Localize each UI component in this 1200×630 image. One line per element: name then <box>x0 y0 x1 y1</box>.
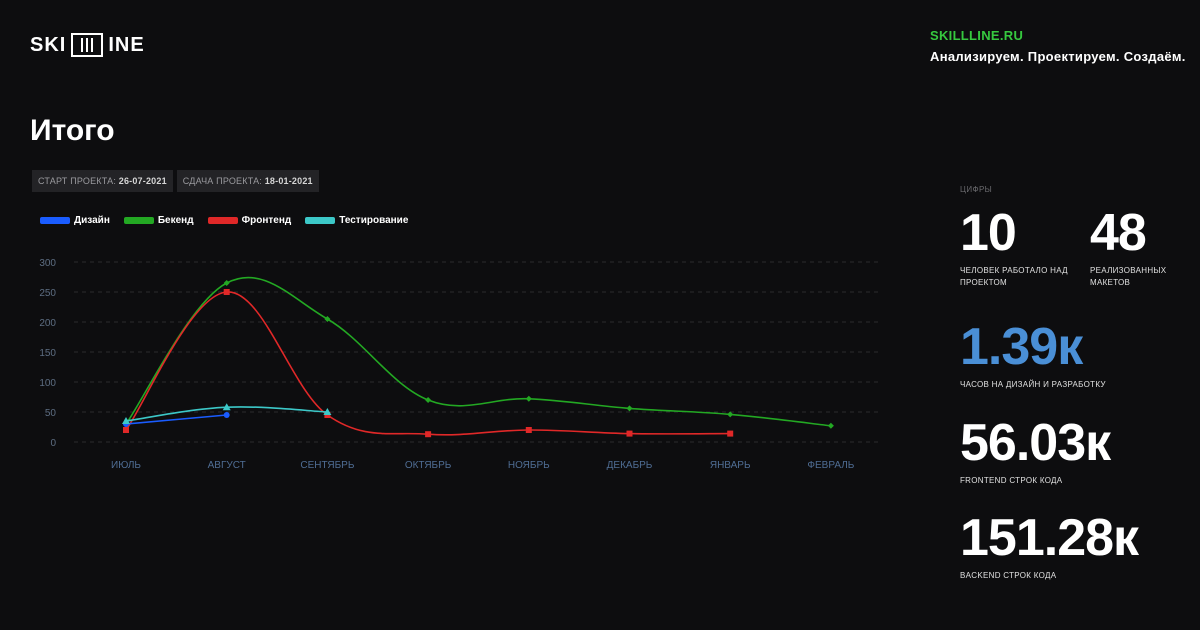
legend-item-backend[interactable]: Бекенд <box>123 215 194 226</box>
x-tick-label: ЯНВАРЬ <box>710 460 751 471</box>
x-tick-label: ИЮЛЬ <box>111 460 141 471</box>
y-tick-label: 250 <box>39 288 56 299</box>
legend-swatch-backend <box>123 217 154 224</box>
stat-backend-value: 151.28к <box>960 509 1139 567</box>
end-date-chip: СДАЧА ПРОЕКТА: 18-01-2021 <box>176 170 319 192</box>
y-tick-label: 50 <box>45 408 57 419</box>
stat-frontend: 56.03к FRONTEND СТРОК КОДА <box>960 417 1190 487</box>
legend-item-testing[interactable]: Тестирование <box>305 215 408 226</box>
data-point-backend <box>324 316 331 322</box>
stat-layouts-value: 48 <box>1090 204 1147 262</box>
stats-caption: ЦИФРЫ <box>960 185 993 194</box>
start-date-chip: СТАРТ ПРОЕКТА: 26-07-2021 <box>32 170 173 192</box>
stat-backend: 151.28к BACKEND СТРОК КОДА <box>960 512 1190 582</box>
legend-swatch-frontend <box>207 217 238 224</box>
stat-hours: 1.39к ЧАСОВ НА ДИЗАЙН И РАЗРАБОТКУ <box>960 321 1190 391</box>
stat-hours-value: 1.39к <box>960 318 1083 376</box>
data-point-backend <box>626 405 633 412</box>
stat-layouts: 48 РЕАЛИЗОВАННЫХ МАКЕТОВ <box>1090 207 1190 288</box>
data-point-frontend <box>626 430 633 437</box>
brand-logo: SKI INE <box>30 33 145 57</box>
y-tick-label: 100 <box>39 378 56 389</box>
x-tick-label: СЕНТЯБРЬ <box>300 460 354 471</box>
logo-text-right: INE <box>108 33 145 56</box>
project-dates: СТАРТ ПРОЕКТА: 26-07-2021 СДАЧА ПРОЕКТА:… <box>32 170 319 192</box>
x-tick-label: ФЕВРАЛЬ <box>807 460 854 471</box>
x-tick-label: ДЕКАБРЬ <box>607 460 653 471</box>
data-point-testing <box>323 408 332 415</box>
data-point-backend <box>525 395 532 402</box>
series-line-frontend <box>125 291 731 436</box>
data-point-backend <box>425 397 432 403</box>
legend-label-backend: Бекенд <box>157 215 194 226</box>
data-point-backend <box>727 411 734 418</box>
y-tick-label: 0 <box>50 438 56 449</box>
site-tagline: Анализируем. Проектируем. Создаём. <box>930 49 1186 64</box>
stat-backend-label: BACKEND СТРОК КОДА <box>960 571 1057 580</box>
chart-legend: Дизайн Бекенд Фронтенд Тестирование <box>40 215 408 226</box>
data-point-frontend <box>223 289 230 295</box>
legend-label-testing: Тестирование <box>339 215 409 226</box>
stat-hours-label: ЧАСОВ НА ДИЗАЙН И РАЗРАБОТКУ <box>960 380 1106 389</box>
data-point-testing <box>222 403 231 411</box>
stat-frontend-value: 56.03к <box>960 414 1111 472</box>
logo-text-left: SKI <box>30 33 67 56</box>
legend-item-frontend[interactable]: Фронтенд <box>207 215 292 226</box>
stat-people: 10 ЧЕЛОВЕК РАБОТАЛО НАД ПРОЕКТОМ <box>960 207 1070 288</box>
legend-swatch-testing <box>305 217 336 224</box>
site-info: SKILLLINE.RU Анализируем. Проектируем. С… <box>930 28 1186 64</box>
stat-layouts-label: РЕАЛИЗОВАННЫХ МАКЕТОВ <box>1090 266 1167 287</box>
legend-item-design[interactable]: Дизайн <box>40 215 110 226</box>
data-point-backend <box>827 422 834 429</box>
data-point-frontend <box>727 430 734 437</box>
data-point-frontend <box>425 431 432 438</box>
end-date-value: 18-01-2021 <box>264 176 313 186</box>
stat-people-value: 10 <box>960 204 1017 262</box>
data-point-testing <box>122 417 130 424</box>
logo-box-mark <box>71 33 104 57</box>
end-date-label: СДАЧА ПРОЕКТА: <box>182 176 263 186</box>
y-tick-label: 300 <box>39 258 56 269</box>
site-url[interactable]: SKILLLINE.RU <box>930 28 1024 43</box>
y-tick-label: 200 <box>39 318 56 329</box>
legend-label-design: Дизайн <box>74 215 110 226</box>
x-tick-label: ОКТЯБРЬ <box>405 460 452 471</box>
start-date-value: 26-07-2021 <box>118 176 167 186</box>
stats-panel: ЦИФРЫ 10 ЧЕЛОВЕК РАБОТАЛО НАД ПРОЕКТОМ 4… <box>960 185 1190 580</box>
data-point-design <box>223 412 230 418</box>
x-tick-label: АВГУСТ <box>208 460 246 471</box>
x-tick-label: НОЯБРЬ <box>508 460 550 471</box>
stat-people-label: ЧЕЛОВЕК РАБОТАЛО НАД ПРОЕКТОМ <box>960 266 1068 287</box>
data-point-frontend <box>123 427 129 433</box>
data-point-frontend <box>525 427 532 433</box>
page-title: Итого <box>30 114 115 147</box>
stat-frontend-label: FRONTEND СТРОК КОДА <box>960 476 1063 485</box>
y-tick-label: 150 <box>39 348 56 359</box>
series-line-design <box>125 414 227 425</box>
legend-swatch-design <box>40 217 70 224</box>
start-date-label: СТАРТ ПРОЕКТА: <box>38 176 117 186</box>
data-point-backend <box>223 280 230 286</box>
legend-label-frontend: Фронтенд <box>241 215 292 226</box>
line-chart: 0 50 100 150 200 250 300 ИЮЛЬ АВГУСТ СЕНТЯБРЬ ОКТЯ… <box>39 258 880 471</box>
